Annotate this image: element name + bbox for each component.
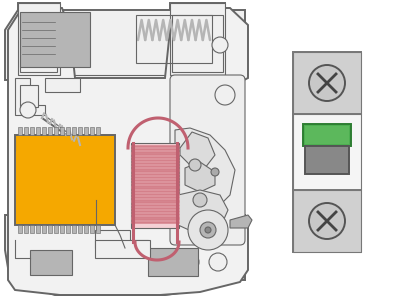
Bar bbox=[293, 114, 361, 190]
Bar bbox=[293, 190, 361, 252]
Bar bbox=[54, 225, 58, 233]
Polygon shape bbox=[175, 128, 235, 215]
Bar bbox=[66, 225, 70, 233]
Bar bbox=[20, 12, 90, 67]
Bar bbox=[15, 135, 115, 225]
Bar bbox=[18, 225, 22, 233]
Polygon shape bbox=[45, 78, 80, 92]
Bar bbox=[78, 127, 82, 135]
Bar bbox=[84, 127, 88, 135]
Bar bbox=[48, 127, 52, 135]
Circle shape bbox=[200, 222, 216, 238]
Bar bbox=[60, 225, 64, 233]
Polygon shape bbox=[20, 15, 57, 72]
Bar bbox=[303, 124, 351, 146]
Polygon shape bbox=[95, 230, 148, 248]
Bar bbox=[96, 225, 100, 233]
Polygon shape bbox=[8, 8, 248, 295]
Polygon shape bbox=[180, 132, 215, 168]
Circle shape bbox=[181, 253, 199, 271]
Bar bbox=[293, 52, 361, 252]
Bar bbox=[131, 143, 179, 228]
Circle shape bbox=[209, 253, 227, 271]
Bar bbox=[36, 127, 40, 135]
Circle shape bbox=[211, 168, 219, 176]
Bar bbox=[78, 225, 82, 233]
Bar bbox=[18, 127, 22, 135]
Bar bbox=[42, 127, 46, 135]
Bar bbox=[66, 127, 70, 135]
Circle shape bbox=[193, 193, 207, 207]
Bar bbox=[96, 127, 100, 135]
Circle shape bbox=[212, 37, 228, 53]
Bar bbox=[30, 250, 72, 275]
Polygon shape bbox=[172, 15, 223, 72]
Bar bbox=[24, 127, 28, 135]
Circle shape bbox=[188, 210, 228, 250]
Circle shape bbox=[189, 159, 201, 171]
Bar bbox=[42, 225, 46, 233]
Bar bbox=[90, 225, 94, 233]
Polygon shape bbox=[185, 162, 215, 192]
Bar bbox=[24, 225, 28, 233]
Bar bbox=[84, 225, 88, 233]
Circle shape bbox=[309, 65, 345, 101]
Circle shape bbox=[309, 203, 345, 239]
Bar bbox=[136, 15, 212, 63]
Bar bbox=[30, 225, 34, 233]
Bar bbox=[293, 52, 361, 114]
Bar bbox=[95, 240, 150, 258]
Bar bbox=[90, 127, 94, 135]
Circle shape bbox=[20, 102, 36, 118]
Bar bbox=[20, 85, 38, 107]
Bar bbox=[54, 127, 58, 135]
Polygon shape bbox=[170, 3, 225, 75]
Polygon shape bbox=[230, 215, 252, 228]
Bar bbox=[72, 127, 76, 135]
FancyBboxPatch shape bbox=[170, 75, 245, 245]
Bar bbox=[305, 126, 349, 144]
Circle shape bbox=[215, 85, 235, 105]
Bar bbox=[30, 127, 34, 135]
Bar bbox=[48, 225, 52, 233]
Polygon shape bbox=[15, 75, 235, 215]
Polygon shape bbox=[15, 78, 45, 115]
Polygon shape bbox=[18, 3, 60, 75]
Bar bbox=[148, 248, 198, 276]
Polygon shape bbox=[5, 3, 245, 295]
Polygon shape bbox=[178, 190, 228, 235]
Bar bbox=[36, 225, 40, 233]
Bar bbox=[305, 146, 349, 174]
Bar bbox=[72, 225, 76, 233]
Circle shape bbox=[205, 227, 211, 233]
Bar bbox=[60, 127, 64, 135]
